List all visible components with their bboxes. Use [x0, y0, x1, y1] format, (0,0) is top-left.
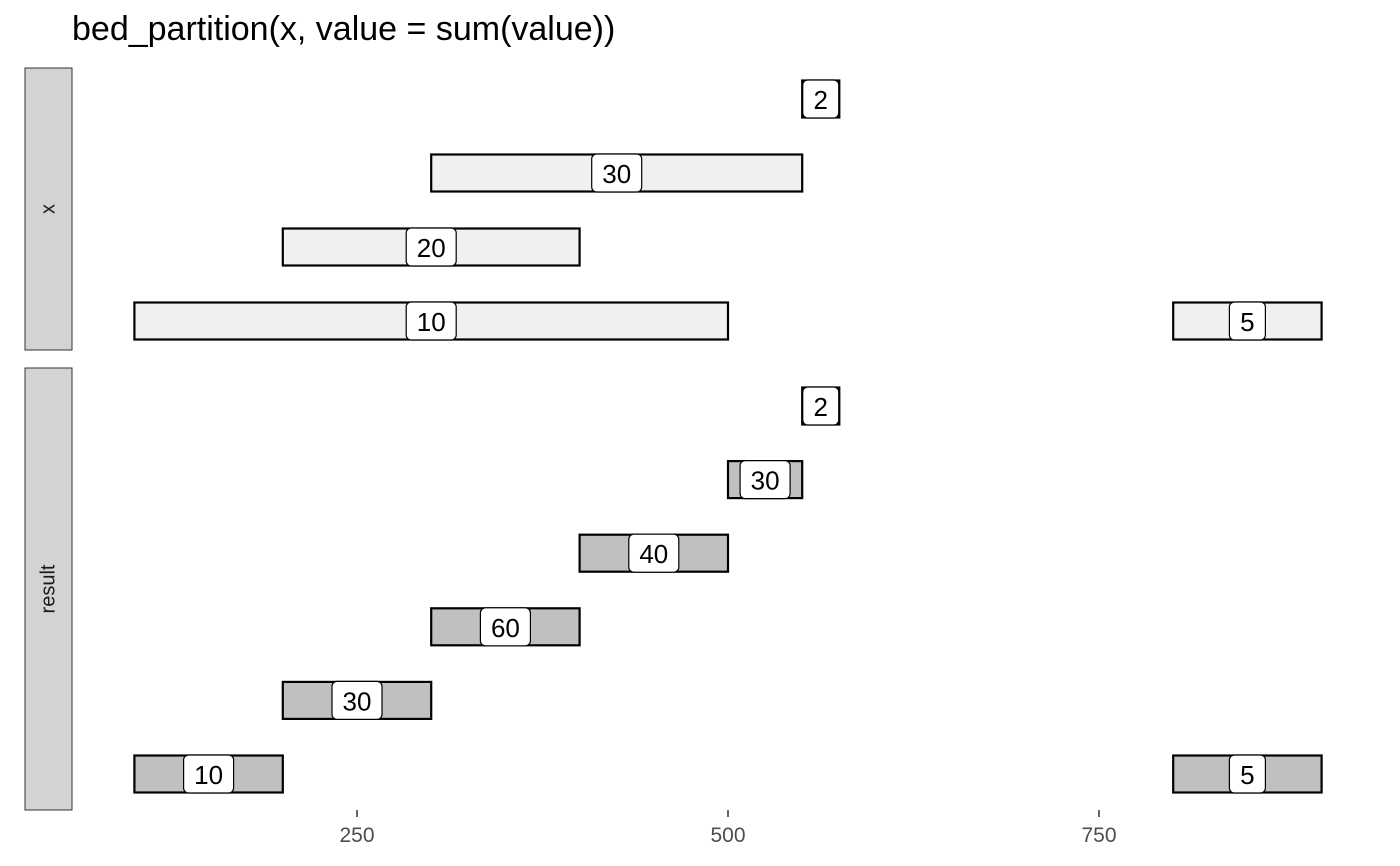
x-tick-label: 500 [710, 824, 745, 847]
value-label: 30 [343, 686, 372, 716]
value-label-box [802, 386, 840, 426]
x-tick-label: 750 [1081, 824, 1116, 847]
x-axis: 250 500 750 [339, 810, 1117, 847]
value-label-box [405, 301, 457, 341]
value-label-box [591, 153, 643, 193]
value-label-box [405, 227, 457, 267]
value-label-box [1228, 754, 1267, 794]
panel-result: result 2 30 40 60 30 10 5 [24, 367, 1323, 811]
value-label: 5 [1240, 760, 1254, 790]
value-label: 30 [602, 159, 631, 189]
x-tick-label: 250 [339, 824, 374, 847]
value-label: 10 [194, 760, 223, 790]
value-label-box [1228, 301, 1267, 341]
panel-x: x 2 30 20 10 5 [24, 67, 1323, 351]
value-label: 2 [814, 392, 828, 422]
value-label: 10 [417, 307, 446, 337]
value-label: 60 [491, 613, 520, 643]
value-label-box [628, 533, 680, 573]
value-label-box [183, 754, 235, 794]
chart-title: bed_partition(x, value = sum(value)) [72, 10, 616, 48]
value-label-box [479, 607, 531, 647]
value-label-box [802, 79, 840, 119]
strip-label-x: x [38, 204, 60, 214]
strip-result [24, 367, 73, 811]
value-label: 30 [751, 466, 780, 496]
value-label: 2 [814, 85, 828, 115]
value-label: 20 [417, 233, 446, 263]
strip-label-result: result [38, 564, 60, 613]
value-label: 5 [1240, 307, 1254, 337]
value-label-box [331, 680, 383, 721]
value-label: 40 [639, 539, 668, 569]
value-label-box [739, 460, 791, 500]
strip-x [24, 67, 73, 351]
